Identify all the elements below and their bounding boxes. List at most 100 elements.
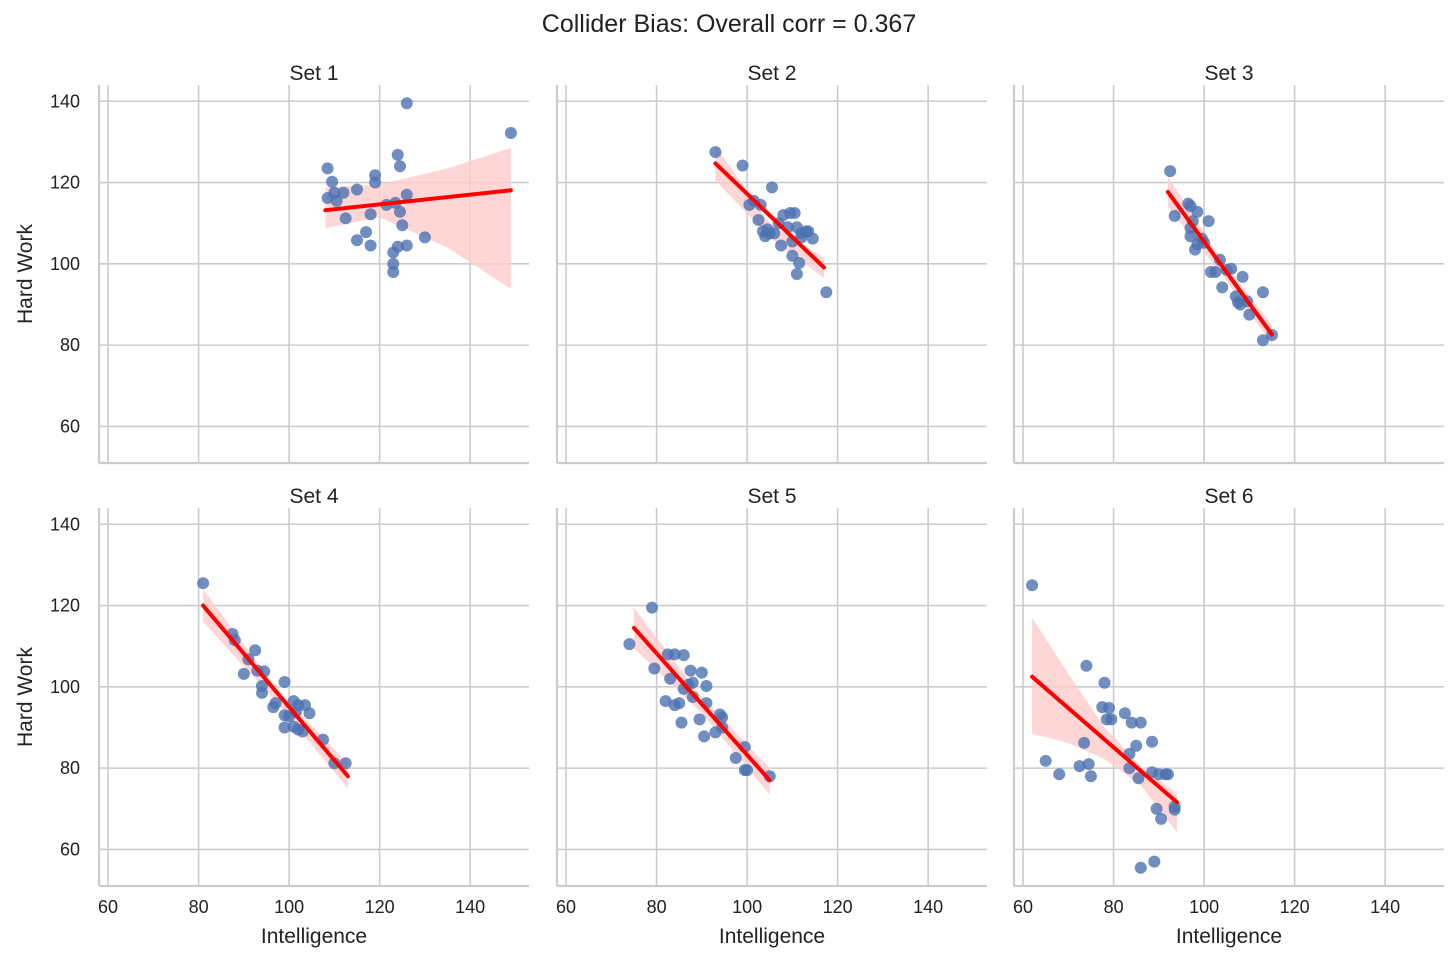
- p2-point-1: [736, 159, 749, 172]
- p3-point-12: [1202, 215, 1215, 228]
- p6-xtick-80: 80: [1104, 897, 1124, 917]
- p1-point-20: [391, 240, 404, 253]
- p6-point-11: [1103, 701, 1116, 714]
- p4-point-23: [303, 707, 316, 720]
- p1-point-28: [504, 126, 517, 139]
- p4-xtick-80: 80: [189, 897, 209, 917]
- p1-ytick-100: 100: [50, 254, 80, 274]
- p6-fit-line: [1030, 674, 1179, 805]
- p2-point-21: [790, 268, 803, 280]
- p4-ytick-100: 100: [50, 677, 80, 697]
- p6-point-5: [1080, 659, 1093, 672]
- p4-xtick-120: 120: [365, 897, 395, 917]
- p6-xlabel: Intelligence: [1176, 925, 1282, 948]
- p5-point-6: [668, 648, 681, 661]
- p6-point-12: [1105, 713, 1118, 726]
- p5-xtick-120: 120: [823, 897, 853, 917]
- p6-point-13: [1118, 707, 1131, 720]
- p5-point-1: [646, 601, 659, 614]
- p6-point-21: [1146, 735, 1159, 748]
- p1-ytick-60: 60: [60, 416, 80, 436]
- p3-point-25: [1256, 286, 1269, 299]
- p3-point-8: [1191, 205, 1204, 218]
- p2-point-22: [793, 257, 806, 270]
- p1-point-26: [400, 97, 413, 110]
- p3-point-1: [1168, 209, 1181, 222]
- p2-point-19: [788, 207, 801, 220]
- p4-ylabel: Hard Work: [14, 647, 37, 747]
- p6-point-7: [1084, 770, 1097, 783]
- p5-title: Set 5: [747, 485, 796, 508]
- p5-point-5: [664, 672, 677, 685]
- p5-xtick-60: 60: [556, 897, 576, 917]
- p5-point-13: [684, 664, 697, 677]
- p5-point-17: [695, 666, 708, 679]
- p1-point-0: [321, 162, 334, 175]
- p2-point-4: [752, 213, 765, 226]
- p3-point-22: [1236, 270, 1249, 283]
- p1-point-8: [351, 234, 363, 247]
- p1-point-22: [394, 205, 406, 218]
- p3-point-24: [1243, 308, 1256, 321]
- p4-ytick-140: 140: [50, 514, 80, 534]
- p5-point-10: [677, 649, 690, 662]
- p6-point-16: [1125, 716, 1138, 729]
- p1-point-4: [330, 194, 343, 207]
- p4-title: Set 4: [289, 485, 338, 508]
- p3-point-14: [1209, 265, 1222, 278]
- p4-point-0: [197, 577, 210, 590]
- p6-point-30: [1168, 803, 1181, 816]
- p1-point-24: [400, 188, 413, 201]
- p1-point-11: [364, 239, 377, 252]
- p6-point-26: [1155, 812, 1168, 825]
- p1-point-21: [394, 160, 406, 173]
- p6-point-24: [1150, 802, 1163, 815]
- p4-ytick-80: 80: [60, 758, 80, 778]
- p5-xtick-80: 80: [647, 897, 667, 917]
- p6-point-3: [1073, 760, 1086, 773]
- p1-point-6: [339, 212, 352, 225]
- p1-point-9: [360, 226, 373, 239]
- p5-fit-line: [631, 625, 772, 783]
- p2-point-27: [806, 232, 819, 245]
- p6-point-19: [1134, 716, 1147, 729]
- p1-point-10: [364, 208, 377, 221]
- p1-point-7: [351, 183, 363, 196]
- p2-point-10: [766, 181, 778, 194]
- p1-point-1: [326, 175, 339, 188]
- p5-point-0: [623, 638, 636, 651]
- p5-xtick-140: 140: [913, 897, 943, 917]
- p6-point-6: [1082, 758, 1095, 771]
- p6-xtick-60: 60: [1013, 897, 1033, 917]
- p4-point-3: [237, 667, 250, 680]
- p4-point-12: [278, 675, 291, 688]
- p1-ylabel: Hard Work: [14, 224, 37, 324]
- p5-point-9: [675, 716, 688, 729]
- p3-point-26: [1256, 334, 1269, 347]
- p2-point-11: [768, 227, 781, 240]
- p1-point-17: [387, 265, 400, 278]
- p1-point-25: [400, 239, 413, 252]
- p4-ytick-60: 60: [60, 839, 80, 859]
- p4-xtick-140: 140: [455, 897, 485, 917]
- p4-point-11: [269, 697, 282, 710]
- p5-point-24: [716, 711, 729, 724]
- p3-fit-line: [1165, 189, 1274, 337]
- p2-point-0: [709, 146, 722, 159]
- p1-point-19: [391, 148, 404, 161]
- p6-confidence-band: [1032, 617, 1177, 833]
- p1-point-23: [396, 219, 409, 232]
- p1-ytick-120: 120: [50, 173, 80, 193]
- p1-title: Set 1: [289, 62, 338, 85]
- chart-suptitle: Collider Bias: Overall corr = 0.367: [542, 10, 916, 38]
- p6-xtick-100: 100: [1189, 897, 1219, 917]
- p4-point-14: [278, 721, 291, 734]
- p6-point-0: [1026, 579, 1039, 592]
- p6-point-4: [1078, 736, 1091, 749]
- p5-point-16: [693, 713, 706, 726]
- p1-confidence-band: [325, 148, 511, 290]
- p3-title: Set 3: [1204, 62, 1253, 85]
- p2-fit-line: [713, 161, 827, 270]
- p6-title: Set 6: [1204, 485, 1253, 508]
- p4-point-26: [339, 757, 352, 770]
